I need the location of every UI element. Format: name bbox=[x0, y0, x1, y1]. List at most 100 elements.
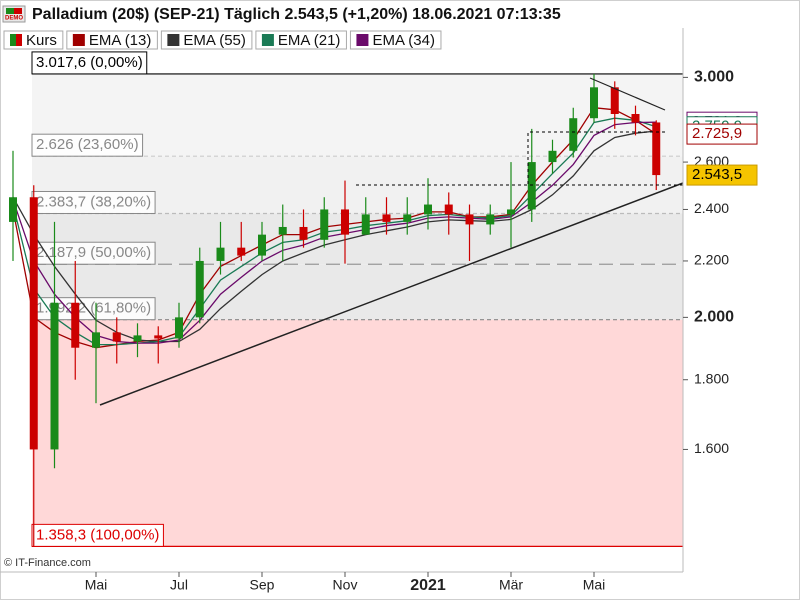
fib-label: 2.626 (23,60%) bbox=[31, 133, 144, 157]
fib-label: 2.187,9 (50,00%) bbox=[31, 241, 156, 265]
fib-label-text: 2.626 (23,60%) bbox=[36, 136, 139, 153]
fib-label-box bbox=[31, 51, 148, 75]
candle-body bbox=[133, 335, 142, 342]
last-value-box bbox=[686, 123, 758, 145]
legend-label: EMA (34) bbox=[372, 32, 435, 49]
x-tick-label: Sep bbox=[250, 577, 275, 593]
candle-body bbox=[444, 204, 453, 215]
legend-item: EMA (21) bbox=[255, 30, 347, 50]
legend-swatch bbox=[72, 34, 85, 46]
ema-line bbox=[12, 121, 657, 344]
legend-box bbox=[66, 30, 158, 50]
candle-body bbox=[610, 87, 619, 114]
legend-box bbox=[160, 30, 253, 50]
fib-label-text: 2.187,9 (50,00%) bbox=[36, 244, 151, 261]
candle-body bbox=[278, 226, 287, 235]
plot-area bbox=[9, 73, 661, 547]
candle-body bbox=[29, 197, 38, 450]
x-tick-label: Mär bbox=[499, 577, 523, 593]
last-value-box bbox=[686, 164, 758, 186]
legend-swatch bbox=[356, 34, 369, 46]
candle-body bbox=[507, 209, 515, 215]
fib-label-box bbox=[31, 523, 164, 547]
fib-zones: 3.017,6 (0,00%) 2.626 (23,60%) 2.383,7 (38… bbox=[31, 51, 683, 547]
y-tick-label: 3.000 bbox=[694, 69, 734, 86]
candle-body bbox=[50, 302, 59, 450]
legend-item: EMA (34) bbox=[349, 30, 442, 50]
resistance-trendline bbox=[589, 77, 666, 111]
candle-body bbox=[154, 335, 163, 339]
fib-label-text: 1.992,2 (61,80%) bbox=[36, 300, 151, 317]
candle-body bbox=[92, 332, 100, 348]
candle-body bbox=[486, 214, 495, 225]
candle-body bbox=[71, 302, 80, 348]
support-trendline bbox=[99, 182, 684, 406]
legend-swatch bbox=[10, 34, 16, 46]
legend-swatch bbox=[167, 34, 180, 46]
x-tick-label: Nov bbox=[333, 577, 358, 593]
candle-body bbox=[320, 209, 329, 240]
y-tick-label: 2.400 bbox=[694, 200, 729, 216]
fib-label: 1.992,2 (61,80%) bbox=[31, 297, 156, 321]
legend-label: EMA (55) bbox=[183, 32, 246, 49]
x-tick-label: Mai bbox=[85, 577, 108, 593]
candle-body bbox=[112, 332, 121, 342]
fib-label-text: 3.017,6 (0,00%) bbox=[36, 54, 143, 71]
candle-body bbox=[361, 214, 370, 235]
legend-swatch bbox=[16, 34, 22, 46]
x-tick-label: Mai bbox=[583, 577, 606, 593]
fib-label: 2.383,7 (38,20%) bbox=[31, 190, 156, 214]
candle-body bbox=[465, 214, 474, 225]
x-tick-label: Jul bbox=[170, 577, 188, 593]
y-tick-label: 2.200 bbox=[694, 252, 729, 268]
candle-body bbox=[341, 209, 349, 235]
legend: Kurs EMA (13) EMA (55) EMA (21) EMA (34) bbox=[3, 30, 442, 50]
candle-body bbox=[590, 87, 598, 119]
legend-label: EMA (13) bbox=[89, 32, 152, 49]
candle-body bbox=[424, 204, 432, 215]
fib-label: 1.358,3 (100,00%) bbox=[31, 523, 164, 547]
legend-box bbox=[255, 30, 347, 50]
fib-label-text: 2.383,7 (38,20%) bbox=[36, 193, 151, 210]
candle-body bbox=[548, 150, 557, 163]
legend-item: EMA (55) bbox=[160, 30, 253, 50]
candle-body bbox=[652, 122, 661, 176]
candle-body bbox=[569, 118, 578, 151]
y-tick-label: 2.000 bbox=[694, 309, 734, 326]
fib-zone bbox=[32, 319, 683, 547]
ema-line bbox=[12, 117, 657, 346]
x-tick-label: 2021 bbox=[410, 577, 446, 594]
candle-body bbox=[631, 113, 640, 123]
legend-label: Kurs bbox=[26, 32, 57, 49]
candle-body bbox=[403, 214, 412, 222]
legend-swatch bbox=[261, 34, 274, 46]
y-tick-label: 1.800 bbox=[694, 370, 729, 386]
candle-body bbox=[299, 226, 308, 240]
logo-text: DEMO bbox=[5, 16, 23, 22]
legend-item: EMA (13) bbox=[66, 30, 158, 50]
candle-body bbox=[9, 197, 17, 222]
candle-body bbox=[195, 260, 204, 318]
y-tick-label: 1.600 bbox=[694, 440, 729, 456]
fib-label: 3.017,6 (0,00%) bbox=[31, 51, 148, 75]
fib-label-box bbox=[31, 133, 144, 157]
candle-body bbox=[216, 247, 225, 261]
legend-box bbox=[349, 30, 442, 50]
candle-body bbox=[527, 162, 536, 210]
last-value-label: 2.725,9 bbox=[692, 125, 742, 142]
logo-mark bbox=[6, 8, 14, 14]
chart-title: Palladium (20$) (SEP-21) Täglich 2.543,5… bbox=[32, 6, 561, 23]
copyright: © IT-Finance.com bbox=[4, 557, 91, 569]
legend-item: Kurs bbox=[3, 30, 64, 50]
logo-mark bbox=[14, 8, 22, 14]
candle-body bbox=[258, 234, 266, 256]
last-value-label: 2.543,5 bbox=[692, 166, 742, 183]
candle-body bbox=[175, 317, 183, 339]
fib-label-text: 1.358,3 (100,00%) bbox=[36, 526, 159, 543]
candle-body bbox=[237, 247, 246, 256]
legend-label: EMA (21) bbox=[278, 32, 341, 49]
candle-body bbox=[382, 214, 391, 222]
